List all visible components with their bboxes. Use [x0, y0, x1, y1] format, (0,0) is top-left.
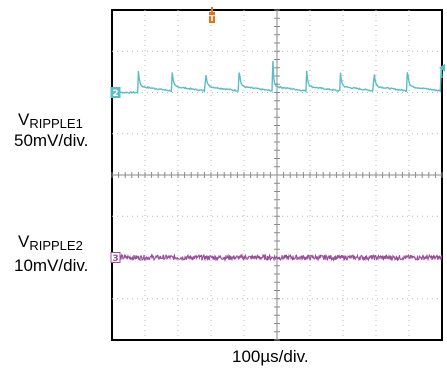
scope-grid [111, 9, 443, 341]
trigger-position-marker [209, 12, 215, 23]
channel-3-marker [110, 252, 121, 263]
channel-2-label: VRIPPLE2 [18, 232, 83, 253]
trigger-level-marker [439, 63, 445, 72]
scope-traces [111, 60, 443, 263]
channel-3-trace [111, 253, 443, 263]
channel-1-label: VRIPPLE1 [18, 110, 83, 131]
channel-3-marker-number: 3 [112, 254, 118, 264]
channel-2-scale: 10mV/div. [14, 256, 89, 275]
channel-2-marker [110, 87, 121, 98]
trigger-position-label: T [209, 14, 215, 23]
channel-2-marker-number: 2 [112, 89, 118, 99]
time-scale-label: 100µs/div. [232, 347, 309, 366]
channel-1-scale: 50mV/div. [14, 131, 89, 150]
scope-markers: 2 3 T [110, 7, 445, 264]
channel-2-trace [111, 60, 443, 95]
